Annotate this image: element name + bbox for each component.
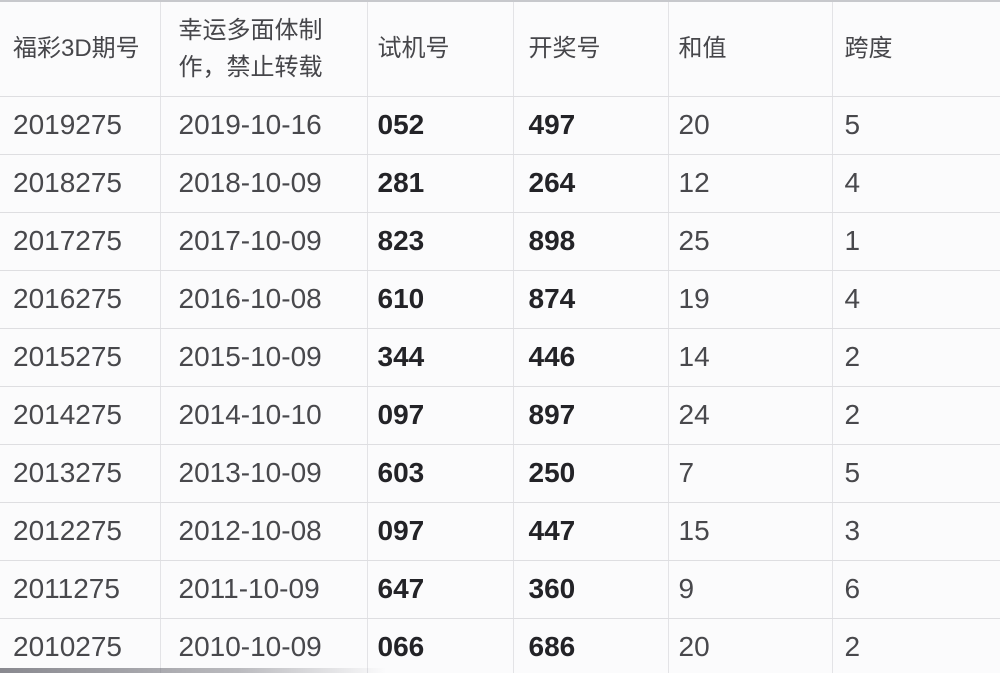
cell-issue: 2010275: [0, 618, 161, 673]
table-row: 2013275 2013-10-09 603 250 7 5: [0, 444, 1000, 503]
cell-test-number: 344: [367, 328, 514, 387]
table-row: 2011275 2011-10-09 647 360 9 6: [0, 560, 1000, 619]
cell-span: 6: [832, 560, 1000, 619]
cell-winning-number: 874: [513, 270, 669, 329]
cell-issue: 2015275: [0, 328, 161, 387]
cell-date: 2010-10-09: [160, 618, 368, 673]
cell-sum: 14: [668, 328, 833, 387]
table-row: 2010275 2010-10-09 066 686 20 2: [0, 618, 1000, 673]
cell-test-number: 097: [367, 386, 514, 445]
cell-date: 2016-10-08: [160, 270, 368, 329]
cell-span: 2: [832, 328, 1000, 387]
cell-issue: 2014275: [0, 386, 161, 445]
cell-sum: 20: [668, 96, 833, 155]
table-header: 福彩3D期号 幸运多面体制作，禁止转载 试机号 开奖号 和值 跨度: [0, 2, 1000, 97]
table-row: 2019275 2019-10-16 052 497 20 5: [0, 96, 1000, 155]
cell-test-number: 066: [367, 618, 514, 673]
cell-date: 2012-10-08: [160, 502, 368, 561]
cell-winning-number: 360: [513, 560, 669, 619]
cell-issue: 2011275: [0, 560, 161, 619]
table-row: 2012275 2012-10-08 097 447 15 3: [0, 502, 1000, 561]
cell-sum: 19: [668, 270, 833, 329]
cell-issue: 2012275: [0, 502, 161, 561]
cell-span: 4: [832, 270, 1000, 329]
cell-sum: 7: [668, 444, 833, 503]
cell-test-number: 097: [367, 502, 514, 561]
cell-date: 2017-10-09: [160, 212, 368, 271]
cell-sum: 20: [668, 618, 833, 673]
column-header-span: 跨度: [832, 2, 1000, 97]
column-header-winning-number: 开奖号: [513, 2, 669, 97]
table-body: 2019275 2019-10-16 052 497 20 5 2018275 …: [0, 96, 1000, 673]
table-row: 2017275 2017-10-09 823 898 25 1: [0, 212, 1000, 271]
cell-sum: 9: [668, 560, 833, 619]
cell-issue: 2016275: [0, 270, 161, 329]
table-row: 2015275 2015-10-09 344 446 14 2: [0, 328, 1000, 387]
cell-winning-number: 447: [513, 502, 669, 561]
cell-winning-number: 898: [513, 212, 669, 271]
column-header-sum: 和值: [668, 2, 833, 97]
table-row: 2016275 2016-10-08 610 874 19 4: [0, 270, 1000, 329]
cell-test-number: 052: [367, 96, 514, 155]
cell-winning-number: 264: [513, 154, 669, 213]
cell-date: 2013-10-09: [160, 444, 368, 503]
cell-span: 2: [832, 386, 1000, 445]
table-row: 2018275 2018-10-09 281 264 12 4: [0, 154, 1000, 213]
column-header-test-number-label: 试机号: [377, 34, 450, 62]
column-header-test-number: 试机号: [367, 2, 514, 97]
cell-span: 5: [832, 96, 1000, 155]
cell-sum: 15: [668, 502, 833, 561]
cell-test-number: 281: [367, 154, 514, 213]
cell-test-number: 647: [367, 560, 514, 619]
column-header-issue: 福彩3D期号: [0, 2, 161, 97]
cell-winning-number: 446: [513, 328, 669, 387]
cell-sum: 24: [668, 386, 833, 445]
cell-test-number: 610: [367, 270, 514, 329]
column-header-date: 幸运多面体制作，禁止转载: [160, 2, 368, 97]
cell-test-number: 603: [367, 444, 514, 503]
column-header-span-label: 跨度: [844, 34, 893, 62]
cell-span: 5: [832, 444, 1000, 503]
column-header-winning-number-label: 开奖号: [528, 34, 601, 62]
cell-test-number: 823: [367, 212, 514, 271]
cell-span: 1: [832, 212, 1000, 271]
cell-date: 2014-10-10: [160, 386, 368, 445]
cell-winning-number: 497: [513, 96, 669, 155]
column-header-date-label: 幸运多面体制作，禁止转载: [178, 16, 323, 81]
cell-date: 2015-10-09: [160, 328, 368, 387]
cell-winning-number: 897: [513, 386, 669, 445]
cell-sum: 25: [668, 212, 833, 271]
cell-winning-number: 250: [513, 444, 669, 503]
cell-sum: 12: [668, 154, 833, 213]
cell-issue: 2019275: [0, 96, 161, 155]
cell-issue: 2017275: [0, 212, 161, 271]
column-header-sum-label: 和值: [678, 34, 727, 62]
column-header-issue-label: 福彩3D期号: [13, 34, 140, 62]
cell-span: 2: [832, 618, 1000, 673]
cell-date: 2011-10-09: [160, 560, 368, 619]
table-row: 2014275 2014-10-10 097 897 24 2: [0, 386, 1000, 445]
cell-span: 3: [832, 502, 1000, 561]
header-row: 福彩3D期号 幸运多面体制作，禁止转载 试机号 开奖号 和值 跨度: [0, 2, 1000, 97]
cell-date: 2019-10-16: [160, 96, 368, 155]
cell-winning-number: 686: [513, 618, 669, 673]
cell-span: 4: [832, 154, 1000, 213]
cell-issue: 2013275: [0, 444, 161, 503]
cell-issue: 2018275: [0, 154, 161, 213]
cell-date: 2018-10-09: [160, 154, 368, 213]
